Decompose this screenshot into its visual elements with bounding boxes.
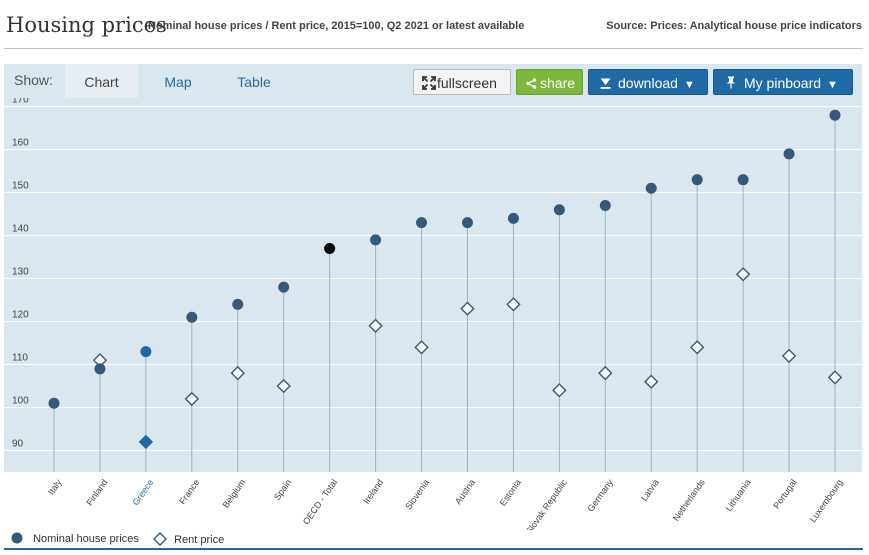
rent-price-marker	[368, 318, 383, 334]
nominal-price-marker	[691, 174, 703, 186]
x-tick-label: Germany	[586, 477, 616, 513]
pin-icon	[726, 70, 736, 96]
nominal-price-marker	[737, 174, 749, 186]
y-tick-label: 120	[12, 310, 29, 321]
rent-price-marker	[644, 374, 659, 389]
rent-price-marker	[460, 301, 475, 316]
nominal-price-marker	[461, 217, 473, 229]
x-tick-label: Austria	[453, 477, 477, 506]
chart-header: Housing prices Nominal house prices / Re…	[0, 0, 869, 48]
y-tick-label: 140	[12, 224, 29, 235]
download-icon	[600, 70, 611, 96]
x-tick-label: Finland	[84, 477, 109, 507]
fullscreen-label: fullscreen	[437, 75, 497, 91]
nominal-price-marker	[370, 234, 382, 246]
legend-item-nominal[interactable]: Nominal house prices	[10, 532, 139, 545]
rent-price-marker	[138, 434, 154, 450]
toolbar: Show: Chart Map Table fullscreen share d…	[4, 64, 862, 98]
legend-label-nominal: Nominal house prices	[33, 533, 139, 545]
nominal-price-marker	[48, 397, 60, 409]
download-button[interactable]: download ▼	[588, 69, 708, 95]
nominal-price-marker	[553, 204, 565, 216]
rent-price-marker	[276, 378, 291, 394]
rent-price-marker	[414, 340, 429, 355]
x-tick-label: France	[177, 477, 201, 506]
x-tick-label: Greece	[130, 477, 155, 507]
nominal-price-marker	[416, 217, 428, 229]
share-label: share	[540, 75, 576, 91]
fullscreen-button[interactable]: fullscreen	[413, 69, 511, 95]
page-title: Housing prices	[6, 13, 167, 37]
nominal-price-marker	[599, 199, 611, 211]
tab-map[interactable]: Map	[164, 74, 192, 90]
x-tick-label: Italy	[46, 477, 64, 497]
x-tick-label: Estonia	[498, 477, 523, 507]
footer-divider	[4, 548, 863, 550]
x-tick-label: Ireland	[361, 477, 385, 505]
chart-source: Source: Prices: Analytical house price i…	[606, 20, 862, 32]
rent-price-marker	[184, 391, 200, 407]
rent-price-marker	[552, 383, 567, 398]
plot-area	[4, 98, 862, 472]
x-tick-label: OECD - Total	[301, 477, 340, 526]
y-tick-label: 90	[12, 439, 24, 450]
rent-price-marker	[827, 370, 843, 385]
chart-subtitle: Nominal house prices / Rent price, 2015=…	[148, 20, 525, 32]
rent-price-marker	[230, 365, 245, 381]
x-tick-label: Slovenia	[403, 477, 431, 511]
legend-label-rent: Rent price	[174, 534, 225, 546]
x-tick-label: Latvia	[639, 477, 661, 502]
expand-icon	[422, 70, 436, 96]
x-tick-label: Lithuania	[724, 477, 753, 513]
tab-chart[interactable]: Chart	[65, 64, 138, 98]
nominal-price-marker	[645, 182, 657, 194]
rent-price-marker	[598, 365, 613, 381]
y-tick-label: 100	[12, 396, 29, 407]
nominal-price-marker	[186, 311, 198, 323]
nominal-price-marker	[324, 242, 336, 254]
nominal-price-marker	[140, 346, 152, 358]
rent-price-marker	[689, 340, 705, 355]
x-tick-label: Portugal	[771, 477, 798, 510]
x-tick-label: Slovak Republic	[524, 477, 569, 530]
header-divider	[4, 48, 863, 49]
y-tick-label: 150	[12, 181, 29, 192]
nominal-price-marker	[783, 148, 795, 160]
pinboard-button[interactable]: My pinboard ▼	[713, 69, 853, 95]
legend-marker-diamond	[153, 532, 167, 546]
show-label: Show:	[14, 72, 53, 88]
y-tick-label: 110	[12, 353, 28, 364]
chevron-down-icon: ▼	[683, 79, 695, 91]
share-icon	[526, 70, 537, 96]
x-tick-label: Spain	[272, 477, 293, 502]
x-tick-label: Netherlands	[671, 477, 707, 523]
rent-price-marker	[735, 267, 751, 282]
nominal-price-marker	[278, 281, 290, 293]
y-tick-label: 170	[12, 98, 29, 106]
x-tick-label: Belgium	[221, 477, 248, 509]
nominal-price-marker	[829, 109, 841, 121]
legend-marker-circle	[11, 532, 23, 544]
legend-item-rent[interactable]: Rent price	[153, 532, 224, 546]
nominal-price-marker	[232, 298, 244, 310]
share-button[interactable]: share	[516, 69, 583, 95]
tab-table[interactable]: Table	[237, 74, 271, 90]
pinboard-label: My pinboard	[744, 75, 822, 91]
x-tick-label: Luxembourg	[808, 477, 845, 524]
y-tick-label: 130	[12, 267, 29, 278]
chevron-down-icon: ▼	[827, 79, 838, 91]
y-tick-label: 160	[12, 138, 29, 149]
rent-price-marker	[781, 348, 797, 364]
dot-plot-chart: 90 100 110 120 130 140 150 160 170 Italy Finland Gr…	[4, 98, 862, 530]
rent-price-marker	[506, 297, 521, 312]
nominal-price-marker	[507, 212, 519, 224]
nominal-price-marker	[94, 363, 106, 375]
download-label: download	[618, 75, 678, 91]
